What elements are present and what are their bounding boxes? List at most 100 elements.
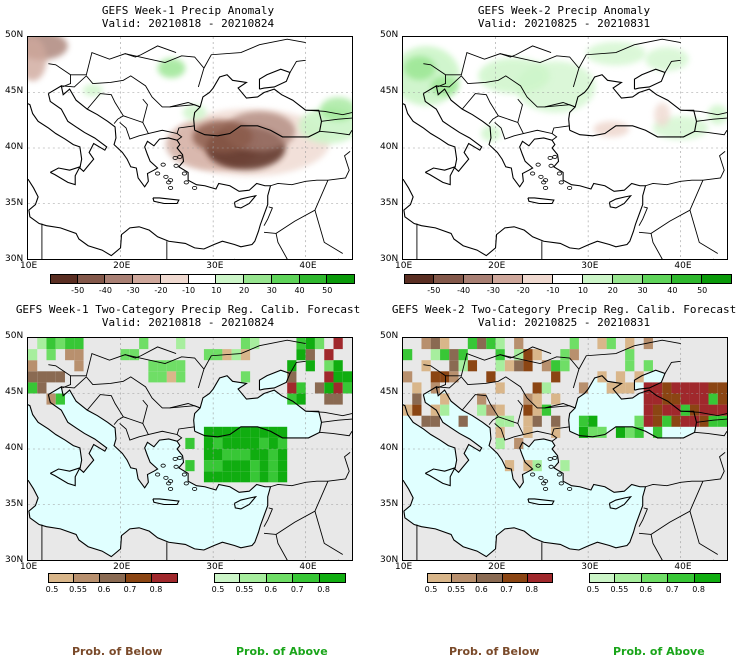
- colorbar-tick-label: 0.55: [235, 585, 254, 594]
- colorbar-tick-label: 10: [211, 286, 222, 295]
- colorbar-swatch: [74, 573, 100, 583]
- colorbar-tick-label: -40: [457, 286, 471, 295]
- colorbar-tick-label: 0.5: [211, 585, 225, 594]
- colorbar-tick-label: -30: [126, 286, 140, 295]
- colorbar-swatch: [126, 573, 152, 583]
- colorbar-tick-label: 0.6: [639, 585, 653, 594]
- prob-above-label-left: Prob. of Above: [236, 645, 328, 658]
- colorbar-swatch: [452, 573, 478, 583]
- colorbar-tick-label: 0.6: [264, 585, 278, 594]
- prob-below-colorbar-left: 0.5 0.55 0.6 0.7 0.8: [46, 573, 178, 594]
- lat-tick-label: 45N: [380, 387, 399, 397]
- lat-tick-label: 30N: [5, 254, 24, 264]
- prob-below-label-left: Prob. of Below: [72, 645, 163, 658]
- colorbar-swatch: [105, 274, 134, 284]
- colorbar-frame: [404, 274, 732, 284]
- colorbar-tick-label: -50: [427, 286, 441, 295]
- prob-above-colorbar-left: 0.5 0.55 0.6 0.7 0.8: [212, 573, 346, 594]
- colorbar-swatch: [668, 573, 695, 583]
- colorbar-tick-label: 0.5: [424, 585, 438, 594]
- colorbar-tick-label: 0.8: [692, 585, 705, 594]
- colorbar-swatch: [48, 573, 74, 583]
- colorbar-tick-label: 50: [697, 286, 708, 295]
- colorbar-swatch: [293, 573, 320, 583]
- lat-tick-label: 45N: [5, 86, 24, 96]
- colorbar-swatch: [582, 274, 613, 284]
- colorbar-swatch: [271, 274, 300, 284]
- colorbar-swatch: [299, 274, 328, 284]
- lon-tick-label: 20E: [488, 562, 506, 572]
- colorbar-tick-label: -50: [71, 286, 85, 295]
- colorbar-tick-label: 0.7: [500, 585, 513, 594]
- lat-tick-label: 45N: [5, 387, 24, 397]
- lat-tick-label: 30N: [380, 254, 399, 264]
- colorbar-tick-label: 50: [322, 286, 333, 295]
- colorbar-tick-label: 20: [238, 286, 250, 295]
- colorbar-tick-label: 0.6: [475, 585, 488, 594]
- colorbar-tick-label: -20: [154, 286, 168, 295]
- lat-tick-label: 45N: [380, 86, 399, 96]
- lon-tick-label: 10E: [20, 562, 38, 572]
- prob-below-label-right: Prob. of Below: [449, 645, 540, 658]
- lon-tick-label: 20E: [113, 562, 131, 572]
- lat-tick-label: 50N: [5, 331, 24, 341]
- lat-tick-label: 35N: [5, 499, 24, 509]
- colorbar-tick-label: 30: [637, 286, 648, 295]
- colorbar-tick-label: 0.5: [45, 585, 59, 594]
- panel3-title: GEFS Week-1 Two-Category Precip Reg. Cal…: [15, 303, 361, 329]
- prob-above-label-right: Prob. of Above: [613, 645, 705, 658]
- lon-tick-label: 40E: [299, 562, 317, 572]
- colorbar-frame: [48, 573, 178, 583]
- colorbar-tick-label: 0.6: [97, 585, 111, 594]
- colorbar-swatch: [160, 274, 189, 284]
- colorbar-swatch: [493, 274, 524, 284]
- colorbar-tick-label: -20: [516, 286, 530, 295]
- lon-tick-label: 40E: [674, 261, 692, 271]
- colorbar-tick-label: 0.7: [123, 585, 137, 594]
- colorbar-swatch: [100, 573, 126, 583]
- lon-tick-label: 10E: [20, 261, 38, 271]
- colorbar-swatch: [216, 274, 245, 284]
- lon-tick-label: 10E: [395, 562, 413, 572]
- colorbar-tick-label: -30: [486, 286, 500, 295]
- colorbar-tick-label: -10: [546, 286, 560, 295]
- lon-tick-label: 40E: [299, 261, 317, 271]
- colorbar-swatch: [642, 274, 673, 284]
- colorbar-tick-label: 0.55: [447, 585, 466, 594]
- colorbar-swatch: [672, 274, 703, 284]
- colorbar-frame: [427, 573, 553, 583]
- colorbar-swatch: [615, 573, 642, 583]
- lat-tick-label: 35N: [5, 198, 24, 208]
- colorbar-tick-label: 0.8: [525, 585, 539, 594]
- panel1-title: GEFS Week-1 Precip Anomaly Valid: 202108…: [101, 4, 275, 30]
- prob-above-colorbar-right: 0.5 0.55 0.6 0.7 0.8: [587, 573, 721, 594]
- lat-tick-label: 35N: [380, 499, 399, 509]
- colorbar-frame: [50, 274, 355, 284]
- lat-tick-label: 50N: [5, 30, 24, 40]
- lat-tick-label: 50N: [380, 30, 399, 40]
- colorbar-swatch: [523, 274, 554, 284]
- panel2-title: GEFS Week-2 Precip Anomaly Valid: 202108…: [477, 4, 651, 30]
- lon-tick-label: 40E: [674, 562, 692, 572]
- colorbar-tick-label: -10: [182, 286, 196, 295]
- week2-probability-map: [402, 337, 728, 561]
- colorbar-tick-label: 0.55: [69, 585, 87, 594]
- week1-probability-map: [27, 337, 353, 561]
- colorbar-swatch: [214, 573, 241, 583]
- prob-below-colorbar-right: 0.5 0.55 0.6 0.7 0.8: [425, 573, 553, 594]
- colorbar-swatch: [641, 573, 669, 583]
- colorbar-swatch: [427, 573, 453, 583]
- lon-tick-label: 30E: [581, 261, 599, 271]
- panel4-title: GEFS Week-2 Two-Category Precip Reg. Cal…: [391, 303, 737, 329]
- lat-tick-label: 40N: [5, 142, 24, 152]
- lat-tick-label: 40N: [5, 443, 24, 453]
- colorbar-frame: [214, 573, 346, 583]
- colorbar-tick-label: 0.8: [317, 585, 330, 594]
- colorbar-tick-label: 40: [294, 286, 305, 295]
- colorbar-swatch: [589, 573, 616, 583]
- colorbar-swatch: [404, 274, 434, 284]
- colorbar-tick-label: 0.5: [586, 585, 600, 594]
- colorbar-swatch: [463, 274, 494, 284]
- colorbar-tick-label: 0.8: [149, 585, 163, 594]
- colorbar-swatch: [244, 274, 272, 284]
